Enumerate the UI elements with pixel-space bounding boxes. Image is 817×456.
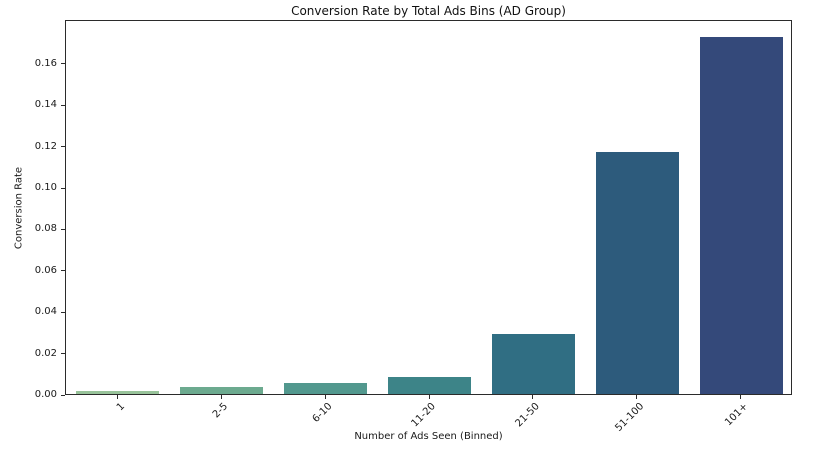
- x-tick-mark: [532, 395, 534, 399]
- y-tick-label: 0.02: [34, 347, 57, 359]
- x-tick-label: 51-100: [613, 401, 646, 434]
- bar-51-100: [595, 152, 679, 394]
- x-tick-label: 1: [114, 401, 127, 414]
- y-tick-label: 0.08: [34, 223, 57, 235]
- x-axis-label: Number of Ads Seen (Binned): [354, 431, 503, 442]
- bar-21-50: [491, 333, 575, 394]
- x-tick-label: 101+: [722, 401, 750, 429]
- bar-2-5: [180, 387, 264, 394]
- y-tick-mark: [61, 228, 65, 230]
- x-tick-mark: [324, 395, 326, 399]
- y-tick-mark: [61, 353, 65, 355]
- x-tick-mark: [740, 395, 742, 399]
- y-tick-mark: [61, 187, 65, 189]
- x-tick-label: 2-5: [211, 401, 231, 421]
- y-tick-label: 0.00: [34, 389, 57, 400]
- y-tick-mark: [61, 63, 65, 65]
- y-tick-label: 0.04: [34, 306, 57, 318]
- y-tick-label: 0.14: [34, 99, 57, 111]
- x-tick-mark: [636, 395, 638, 399]
- bar-101+: [699, 37, 783, 394]
- y-tick-label: 0.06: [34, 264, 57, 276]
- bar-6-10: [284, 383, 368, 394]
- y-tick-mark: [61, 270, 65, 272]
- y-tick-mark: [61, 146, 65, 148]
- y-tick-label: 0.10: [34, 182, 57, 194]
- x-tick-label: 21-50: [513, 401, 543, 430]
- y-tick-label: 0.12: [34, 140, 57, 152]
- bar-1: [76, 390, 160, 394]
- x-tick-label: 11-20: [409, 401, 439, 430]
- y-tick-mark: [61, 394, 65, 396]
- x-tick-mark: [428, 395, 430, 399]
- x-tick-label: 6-10: [310, 401, 335, 425]
- plot-area: [65, 20, 792, 395]
- x-tick-mark: [220, 395, 222, 399]
- chart-title: Conversion Rate by Total Ads Bins (AD Gr…: [291, 4, 566, 18]
- x-tick-mark: [116, 395, 118, 399]
- bar-11-20: [387, 376, 472, 394]
- y-tick-mark: [61, 311, 65, 313]
- y-axis-label: Conversion Rate: [13, 166, 25, 250]
- y-tick-mark: [61, 104, 65, 106]
- y-tick-label: 0.16: [34, 57, 57, 69]
